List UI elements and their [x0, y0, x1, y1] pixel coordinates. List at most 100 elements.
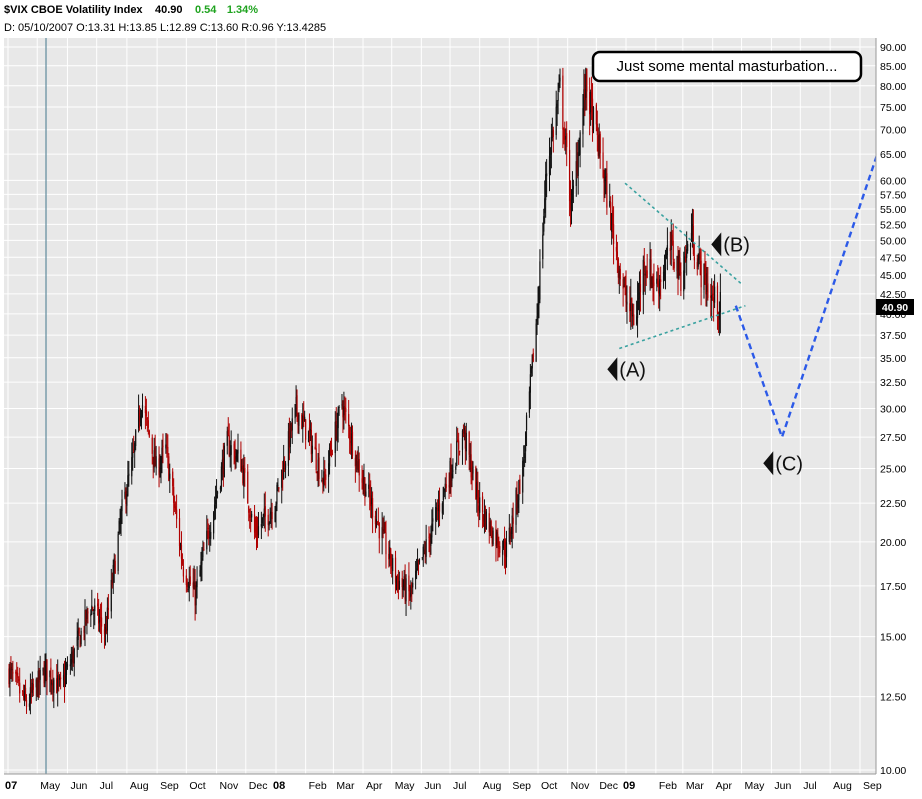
candle — [719, 273, 721, 334]
candle — [556, 100, 558, 126]
x-tick-label: May — [745, 780, 766, 792]
candle — [214, 496, 216, 521]
candle-body — [479, 497, 481, 513]
candle — [663, 254, 666, 281]
candle — [8, 663, 10, 688]
candle-body — [305, 419, 307, 440]
candle — [11, 662, 13, 682]
candle — [585, 67, 587, 111]
candle — [690, 213, 693, 243]
candle-body — [44, 664, 46, 684]
candle — [133, 435, 135, 453]
candle — [209, 525, 211, 552]
candle-body — [456, 440, 458, 466]
candle — [169, 463, 171, 493]
candle-body — [522, 460, 524, 493]
candle — [146, 417, 148, 432]
candle — [461, 429, 464, 465]
candle-body — [104, 626, 107, 633]
candle — [645, 265, 647, 287]
candle-body — [336, 425, 338, 440]
candle-body — [240, 449, 242, 472]
candle-body — [544, 198, 546, 214]
candle-body — [318, 457, 320, 479]
candle-body — [317, 459, 319, 473]
candle — [410, 580, 412, 610]
candle — [402, 579, 404, 598]
candle — [577, 139, 579, 195]
candle — [392, 554, 394, 585]
candle — [222, 442, 224, 487]
candle — [274, 506, 276, 523]
candle — [555, 90, 557, 140]
candle — [436, 502, 438, 522]
candle-body — [234, 450, 236, 463]
candle — [385, 520, 387, 569]
candle-body — [631, 297, 633, 317]
candle-body — [165, 444, 167, 449]
candle — [484, 505, 487, 532]
candle-body — [72, 650, 74, 664]
candle-body — [396, 576, 399, 580]
candle-body — [685, 253, 687, 262]
wave-label-text: (A) — [619, 359, 646, 381]
candle — [73, 647, 75, 677]
candle — [558, 74, 560, 93]
candle — [22, 684, 25, 701]
y-tick-label: 50.00 — [880, 235, 906, 247]
candle-body — [277, 485, 279, 487]
candle-body — [442, 487, 444, 501]
candle-body — [612, 210, 614, 225]
candle-body — [556, 103, 558, 108]
candle-body — [199, 570, 201, 577]
candle — [179, 542, 182, 551]
candle — [650, 249, 652, 289]
candle — [241, 459, 243, 473]
candle-body — [710, 295, 712, 298]
header-last: 40.90 — [155, 4, 183, 16]
candle — [267, 509, 269, 537]
candle — [207, 518, 209, 540]
candle — [358, 452, 360, 492]
candle-body — [361, 478, 363, 483]
candle — [517, 494, 519, 518]
candle-body — [146, 418, 148, 420]
candle-body — [697, 258, 699, 267]
candle — [213, 510, 215, 540]
candle — [488, 507, 490, 544]
candle — [707, 267, 709, 301]
candle-body — [357, 461, 359, 471]
candle — [646, 253, 648, 279]
candle — [112, 559, 114, 594]
candle — [79, 634, 81, 648]
candle — [483, 499, 486, 534]
candle-body — [696, 262, 698, 270]
candle-body — [29, 687, 32, 704]
candle-body — [444, 483, 446, 493]
candle — [242, 458, 244, 486]
candle — [615, 234, 618, 261]
candle-body — [619, 268, 621, 280]
candle-body — [517, 499, 519, 509]
candle — [219, 485, 222, 494]
candle — [103, 623, 106, 649]
candle — [321, 469, 323, 483]
candle — [29, 673, 32, 715]
candle-body — [676, 256, 678, 272]
candle-body — [118, 520, 120, 534]
candle-body — [510, 531, 512, 540]
candle-body — [632, 315, 634, 317]
candle — [572, 179, 575, 204]
candle-body — [371, 498, 373, 505]
candle — [311, 435, 313, 462]
candle — [330, 437, 333, 458]
candle-body — [713, 286, 716, 303]
candle-body — [425, 539, 427, 557]
candle — [629, 286, 631, 323]
candle — [472, 461, 474, 481]
candle-body — [358, 459, 360, 476]
candle — [271, 502, 273, 530]
candle-body — [602, 152, 604, 177]
candle-body — [113, 558, 115, 568]
candle-body — [8, 668, 10, 685]
